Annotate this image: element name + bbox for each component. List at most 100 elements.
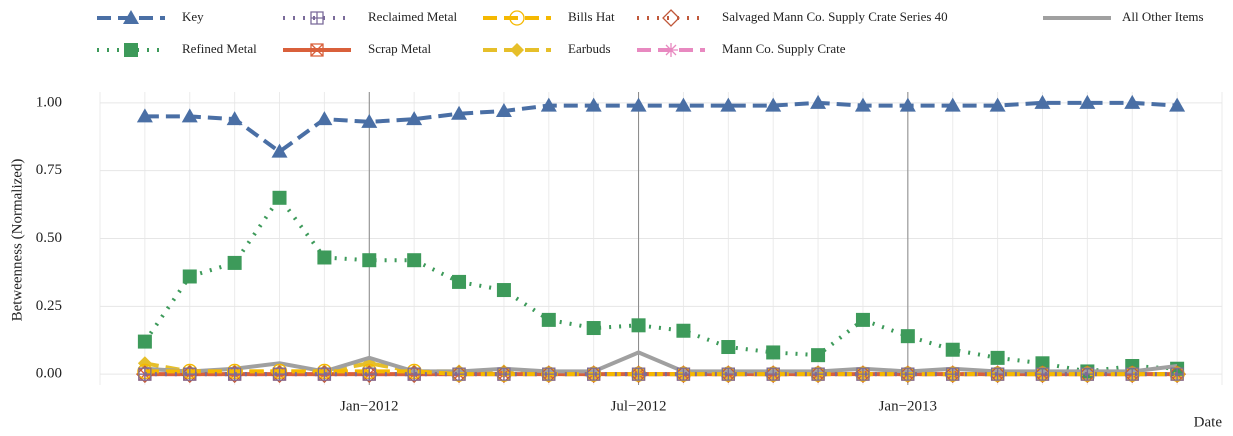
legend-item: Scrap Metal (283, 41, 432, 57)
marker (899, 97, 916, 112)
legend-item: Bills Hat (483, 9, 615, 26)
marker (496, 283, 511, 298)
y-tick-label: 0.50 (36, 230, 62, 246)
marker (1035, 367, 1050, 381)
marker (539, 365, 558, 384)
legend-label: Earbuds (568, 41, 611, 56)
marker (898, 365, 917, 384)
marker (810, 94, 827, 109)
marker (1124, 94, 1141, 109)
marker (854, 97, 871, 112)
legend-label: Bills Hat (568, 9, 615, 24)
legend-item: Earbuds (483, 41, 611, 57)
marker (766, 367, 780, 381)
y-axis-label: Betweenness (Normalized) (9, 159, 25, 322)
marker (946, 367, 960, 381)
marker (542, 367, 556, 381)
marker (586, 321, 601, 336)
marker (181, 108, 198, 123)
marker (900, 366, 916, 382)
line (144, 100, 1178, 155)
marker (1169, 97, 1186, 112)
legend-label: Mann Co. Supply Crate (722, 41, 846, 56)
marker (541, 312, 556, 327)
series (136, 94, 1186, 158)
legend-item: Refined Metal (97, 41, 257, 57)
legend-marker (509, 10, 525, 26)
marker (138, 367, 152, 381)
marker (990, 350, 1005, 365)
x-tick-label: Jan−2012 (340, 398, 398, 414)
legend-item: Mann Co. Supply Crate (637, 41, 846, 57)
marker (317, 250, 332, 265)
legend-label: Scrap Metal (368, 41, 432, 56)
marker (136, 108, 153, 123)
marker (450, 365, 468, 384)
marker (271, 143, 288, 158)
marker (362, 367, 376, 381)
marker (1034, 94, 1051, 109)
marker (676, 323, 691, 338)
marker (272, 190, 287, 205)
marker (988, 365, 1007, 384)
marker (631, 367, 646, 381)
marker (272, 367, 287, 381)
legend-marker (123, 10, 139, 24)
marker (1170, 367, 1184, 381)
marker (765, 97, 782, 112)
legend-label: All Other Items (1122, 9, 1204, 24)
marker (584, 365, 603, 384)
marker (407, 253, 422, 268)
marker (587, 367, 601, 381)
marker (1035, 356, 1050, 371)
legend-marker (310, 11, 324, 25)
x-tick-label: Jan−2013 (879, 398, 937, 414)
marker (451, 105, 468, 120)
marker (809, 365, 827, 384)
x-axis-label: Date (1194, 414, 1223, 430)
marker (183, 367, 197, 381)
marker (452, 367, 466, 381)
legend-label: Refined Metal (182, 41, 257, 56)
marker (1125, 367, 1139, 381)
x-tick-label: Jul−2012 (611, 398, 667, 414)
marker (811, 367, 825, 381)
marker (1169, 366, 1185, 382)
series (144, 350, 1178, 374)
marker (497, 367, 511, 381)
marker (182, 269, 197, 284)
legend-item: Reclaimed Metal (283, 9, 458, 25)
marker (227, 367, 242, 381)
y-tick-label: 1.00 (36, 94, 62, 110)
marker (496, 366, 512, 382)
marker (900, 329, 915, 344)
y-tick-label: 0.75 (36, 162, 62, 178)
legend-item: Salvaged Mann Co. Supply Crate Series 40 (637, 9, 948, 27)
legend-label: Salvaged Mann Co. Supply Crate Series 40 (722, 9, 948, 24)
marker (721, 340, 736, 355)
marker (630, 97, 647, 112)
marker (990, 367, 1005, 381)
marker (316, 111, 333, 126)
marker (452, 274, 467, 289)
marker (585, 97, 602, 112)
marker (137, 356, 152, 371)
y-tick-label: 0.25 (36, 298, 62, 314)
legend-marker (510, 43, 524, 57)
legend-label: Key (182, 9, 204, 24)
marker (856, 367, 870, 381)
marker (361, 113, 378, 128)
marker (317, 367, 332, 381)
marker (720, 97, 737, 112)
marker (675, 97, 692, 112)
marker (721, 367, 735, 381)
legend-marker (664, 43, 678, 57)
legend-marker (310, 43, 324, 57)
marker (1080, 367, 1095, 381)
marker (989, 366, 1006, 382)
series (138, 367, 1184, 381)
line (143, 194, 1178, 374)
marker (989, 97, 1006, 112)
marker (629, 365, 648, 384)
